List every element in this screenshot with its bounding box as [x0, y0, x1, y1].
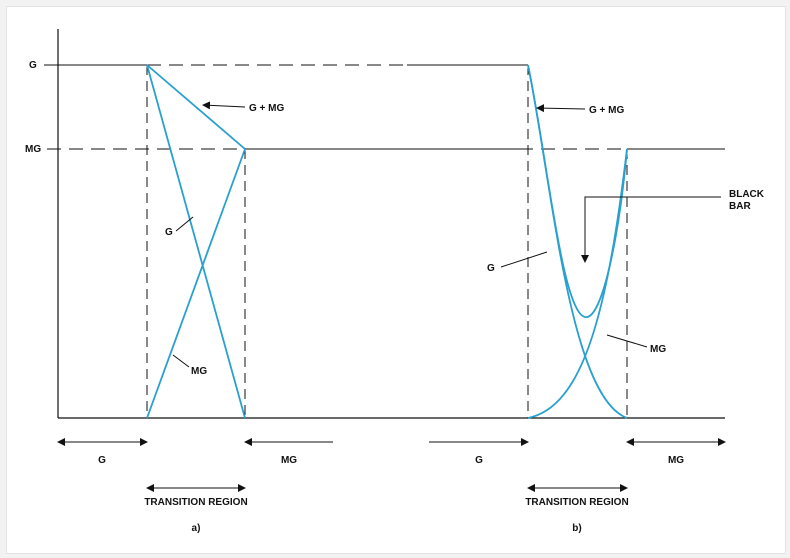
label-a-mg: MG	[191, 366, 207, 377]
leader-b-g	[500, 251, 548, 268]
arrow-black-bar	[581, 196, 721, 263]
curve-b-g	[527, 64, 628, 419]
curve-a-sum	[146, 64, 246, 150]
label-a-g: G	[165, 227, 173, 238]
label-span-b-g: G	[475, 455, 483, 466]
arrow-b-sum	[536, 104, 586, 113]
axis-label-mg: MG	[25, 144, 41, 155]
label-a-transition: TRANSITION REGION	[144, 497, 247, 508]
label-b-transition: TRANSITION REGION	[525, 497, 628, 508]
label-span-b-mg: MG	[668, 455, 684, 466]
leader-a-mg	[172, 354, 190, 368]
label-black-bar-2: BAR	[729, 201, 751, 212]
curve-a-g	[146, 64, 246, 419]
axis-label-g: G	[29, 60, 37, 71]
leader-a-g	[175, 216, 194, 232]
diagram-canvas: G MG G + MG G MG G + MG BLACK BAR G MG G…	[6, 6, 786, 554]
leader-b-mg	[606, 334, 648, 348]
curve-a-mg	[146, 148, 246, 419]
label-b-sum: G + MG	[589, 105, 625, 116]
curve-b-sum	[527, 64, 628, 318]
transition-diagram: G MG G + MG G MG G + MG BLACK BAR G MG G…	[25, 29, 765, 534]
label-b-mg: MG	[650, 344, 666, 355]
curve-b-mg	[527, 148, 628, 419]
label-black-bar-1: BLACK	[729, 189, 765, 200]
caption-a: a)	[192, 523, 201, 534]
caption-b: b)	[572, 523, 581, 534]
arrow-a-sum	[202, 101, 246, 110]
label-span-a-mg: MG	[281, 455, 297, 466]
label-a-sum: G + MG	[249, 103, 285, 114]
label-span-a-g: G	[98, 455, 106, 466]
label-b-g: G	[487, 263, 495, 274]
